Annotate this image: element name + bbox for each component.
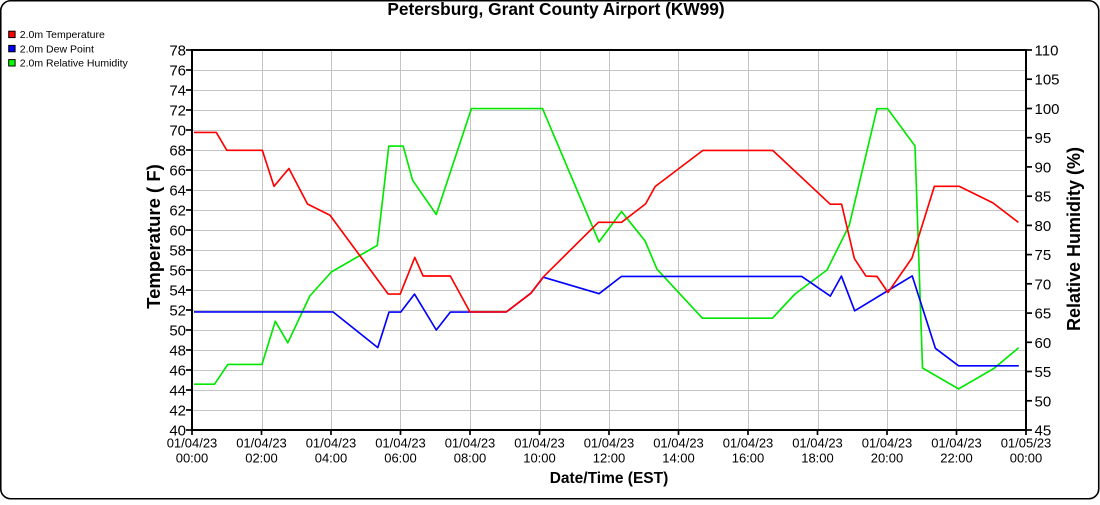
svg-text:105: 105 — [1035, 72, 1060, 89]
svg-text:01/04/23: 01/04/23 — [862, 436, 913, 451]
svg-text:16:00: 16:00 — [732, 451, 765, 466]
svg-text:85: 85 — [1035, 189, 1052, 206]
svg-text:01/04/23: 01/04/23 — [723, 436, 774, 451]
svg-text:01/04/23: 01/04/23 — [584, 436, 635, 451]
svg-text:40: 40 — [169, 423, 186, 440]
svg-text:01/04/23: 01/04/23 — [514, 436, 565, 451]
svg-text:70: 70 — [169, 123, 186, 140]
svg-text:01/04/23: 01/04/23 — [445, 436, 496, 451]
svg-text:20:00: 20:00 — [871, 451, 904, 466]
svg-text:70: 70 — [1035, 276, 1052, 293]
svg-text:60: 60 — [169, 223, 186, 240]
svg-text:68: 68 — [169, 143, 186, 160]
svg-text:100: 100 — [1035, 101, 1060, 118]
svg-text:60: 60 — [1035, 335, 1052, 352]
svg-text:01/04/23: 01/04/23 — [931, 436, 982, 451]
svg-text:74: 74 — [169, 83, 186, 100]
svg-text:110: 110 — [1035, 43, 1059, 60]
svg-text:56: 56 — [169, 263, 186, 280]
svg-text:14:00: 14:00 — [662, 451, 695, 466]
svg-text:Petersburg, Grant County Airpo: Petersburg, Grant County Airport (KW99) — [387, 0, 724, 19]
svg-text:45: 45 — [1035, 423, 1052, 440]
svg-text:95: 95 — [1035, 130, 1052, 147]
svg-text:Date/Time (EST): Date/Time (EST) — [550, 470, 669, 487]
svg-text:76: 76 — [169, 63, 186, 80]
svg-text:42: 42 — [169, 403, 186, 420]
svg-text:55: 55 — [1035, 364, 1052, 381]
svg-text:12:00: 12:00 — [593, 451, 626, 466]
svg-text:78: 78 — [169, 43, 186, 60]
svg-text:00:00: 00:00 — [176, 451, 209, 466]
svg-text:2.0m Temperature: 2.0m Temperature — [20, 29, 105, 41]
svg-text:08:00: 08:00 — [454, 451, 487, 466]
svg-text:02:00: 02:00 — [245, 451, 278, 466]
svg-text:01/04/23: 01/04/23 — [306, 436, 357, 451]
svg-text:2.0m Relative Humidity: 2.0m Relative Humidity — [20, 58, 129, 70]
svg-text:75: 75 — [1035, 247, 1052, 264]
svg-text:01/04/23: 01/04/23 — [236, 436, 287, 451]
svg-text:01/04/23: 01/04/23 — [792, 436, 843, 451]
svg-text:80: 80 — [1035, 218, 1052, 235]
svg-text:04:00: 04:00 — [315, 451, 348, 466]
svg-text:72: 72 — [169, 103, 186, 120]
svg-text:18:00: 18:00 — [801, 451, 834, 466]
svg-text:65: 65 — [1035, 306, 1052, 323]
svg-text:46: 46 — [169, 363, 186, 380]
svg-text:58: 58 — [169, 243, 186, 260]
svg-text:22:00: 22:00 — [940, 451, 973, 466]
svg-text:10:00: 10:00 — [523, 451, 556, 466]
svg-text:Relative Humidity (%): Relative Humidity (%) — [1064, 147, 1084, 331]
svg-text:01/04/23: 01/04/23 — [167, 436, 218, 451]
svg-text:90: 90 — [1035, 159, 1052, 176]
svg-text:50: 50 — [1035, 393, 1052, 410]
svg-text:52: 52 — [169, 303, 186, 320]
svg-text:44: 44 — [169, 383, 186, 400]
svg-text:Temperature ( F): Temperature ( F) — [143, 164, 164, 309]
svg-text:64: 64 — [169, 183, 186, 200]
svg-text:62: 62 — [169, 203, 186, 220]
svg-text:66: 66 — [169, 163, 186, 180]
svg-text:2.0m Dew Point: 2.0m Dew Point — [20, 43, 94, 55]
svg-text:54: 54 — [169, 283, 186, 300]
svg-text:50: 50 — [169, 323, 186, 340]
svg-text:48: 48 — [169, 343, 186, 360]
svg-text:01/05/23: 01/05/23 — [1001, 436, 1052, 451]
svg-text:00:00: 00:00 — [1010, 451, 1043, 466]
svg-text:01/04/23: 01/04/23 — [653, 436, 704, 451]
svg-text:01/04/23: 01/04/23 — [375, 436, 426, 451]
svg-text:06:00: 06:00 — [384, 451, 417, 466]
